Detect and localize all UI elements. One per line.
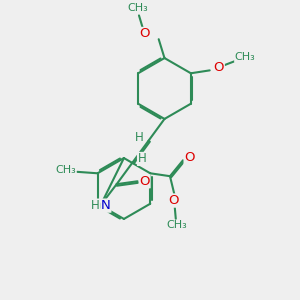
Text: H: H	[135, 131, 144, 144]
Text: CH₃: CH₃	[55, 165, 76, 176]
Text: O: O	[140, 175, 150, 188]
Text: CH₃: CH₃	[128, 3, 148, 13]
Text: N: N	[101, 199, 111, 212]
Text: CH₃: CH₃	[235, 52, 255, 62]
Text: CH₃: CH₃	[167, 220, 188, 230]
Text: O: O	[184, 152, 195, 164]
Text: H: H	[137, 152, 146, 165]
Text: O: O	[169, 194, 179, 207]
Text: O: O	[140, 28, 150, 40]
Text: O: O	[214, 61, 224, 74]
Text: H: H	[91, 199, 100, 212]
